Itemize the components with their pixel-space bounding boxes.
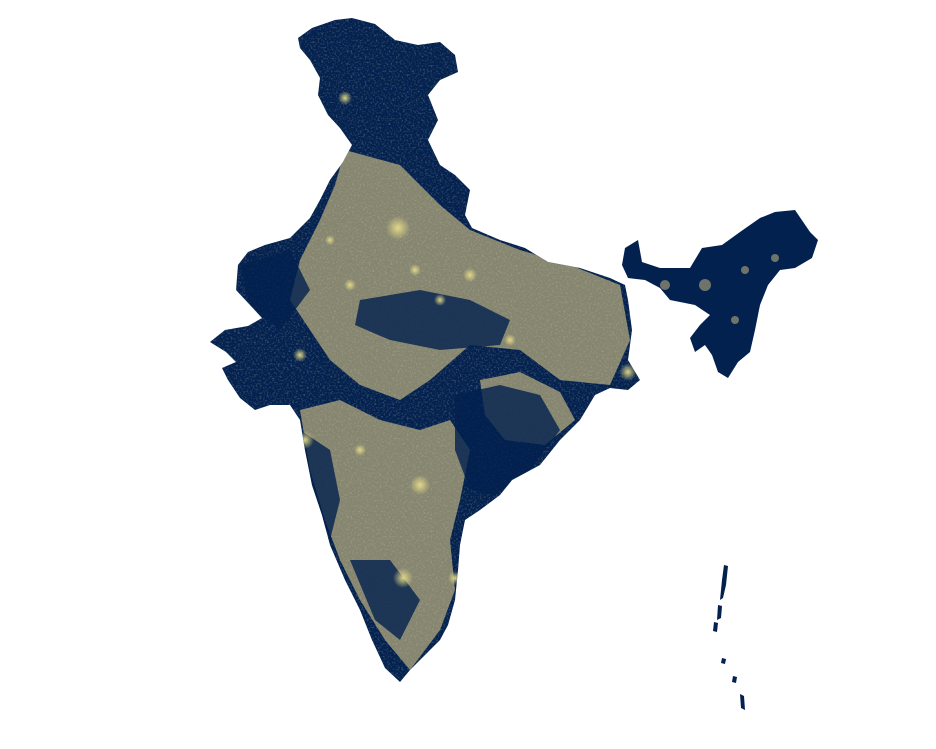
- andaman-nicobar-islands: [713, 565, 745, 710]
- northeast-india-region: [622, 210, 818, 378]
- dark-area-layer: [240, 250, 560, 640]
- northeast-india-shape: [622, 210, 818, 378]
- city-lights-layer: [293, 91, 637, 588]
